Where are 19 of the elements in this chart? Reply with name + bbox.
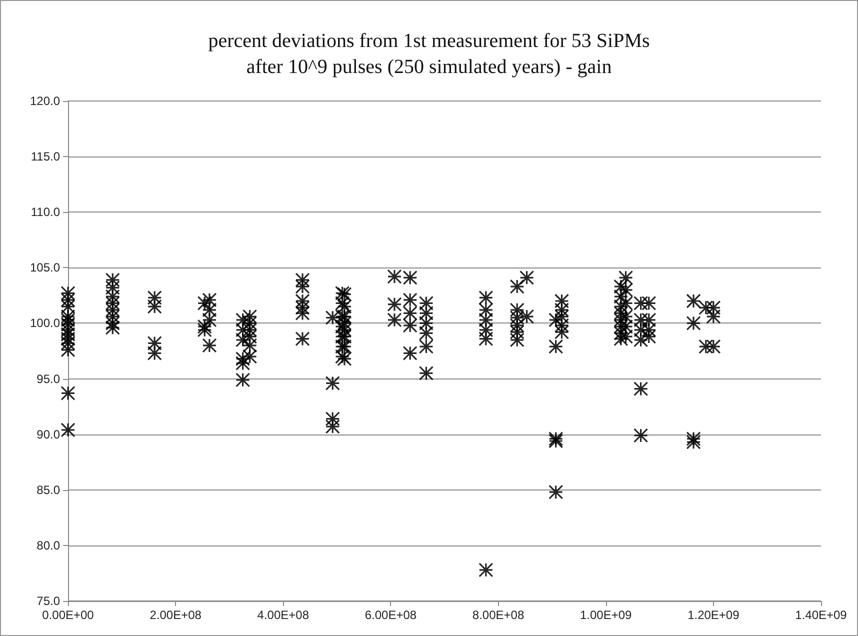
x-tick-label: 2.00E+08: [150, 608, 202, 622]
y-tick-label: 80.0: [36, 538, 60, 552]
x-tick-label: 1.20E+09: [688, 608, 740, 622]
y-tick-label: 115.0: [30, 150, 60, 164]
x-tick-label: 1.40E+09: [795, 608, 848, 622]
x-tick-label: 1.00E+09: [580, 608, 632, 622]
y-tick-label: 90.0: [36, 427, 60, 442]
x-tick-label: 0.00E+00: [42, 608, 94, 622]
chart-title: percent deviations from 1st measurement for 53 SiPMs after 10^9 pulses (250 simulated years) - gain: [208, 30, 650, 78]
x-tick-label: 6.00E+08: [364, 608, 417, 622]
y-tick-label: 105.0: [30, 260, 60, 275]
y-tick-label: 85.0: [36, 482, 60, 497]
x-tick-label: 4.00E+08: [257, 608, 310, 622]
x-tick-label: 8.00E+08: [472, 608, 524, 622]
y-tick-label: 75.0: [36, 594, 60, 608]
y-tick-label: 100.0: [30, 316, 60, 330]
y-tick-label: 110.0: [30, 205, 60, 220]
y-tick-label: 120.0: [30, 94, 60, 108]
y-tick-label: 95.0: [36, 372, 60, 386]
